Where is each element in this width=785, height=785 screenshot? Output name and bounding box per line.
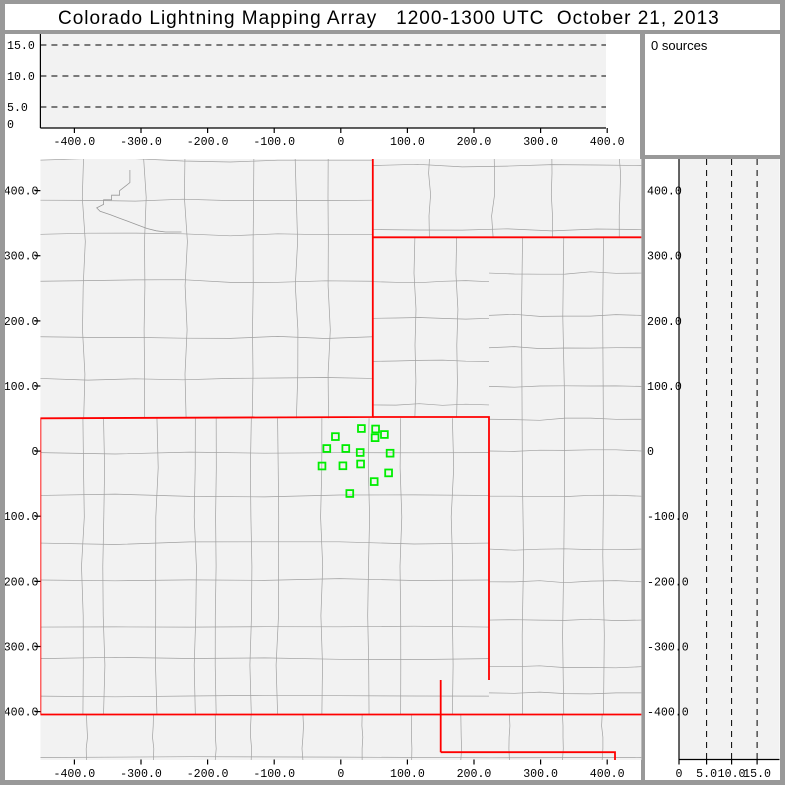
svg-text:-100.0: -100.0: [253, 136, 295, 149]
svg-text:10.0: 10.0: [7, 71, 35, 84]
svg-text:-300.0: -300.0: [120, 768, 162, 780]
svg-text:-200.0: -200.0: [5, 576, 39, 589]
svg-text:0: 0: [337, 768, 344, 780]
svg-text:-100.0: -100.0: [5, 511, 39, 524]
svg-text:0 sources: 0 sources: [651, 38, 708, 53]
svg-text:300.0: 300.0: [647, 251, 682, 264]
svg-text:100.0: 100.0: [5, 381, 39, 394]
svg-text:-400.0: -400.0: [54, 136, 96, 149]
svg-text:300.0: 300.0: [5, 251, 39, 264]
svg-text:400.0: 400.0: [590, 136, 625, 149]
svg-text:-100.0: -100.0: [253, 768, 295, 780]
svg-text:15.0: 15.0: [743, 768, 771, 780]
svg-text:0: 0: [647, 446, 654, 459]
svg-text:-300.0: -300.0: [5, 642, 39, 655]
svg-text:-300.0: -300.0: [120, 136, 162, 149]
svg-text:15.0: 15.0: [7, 40, 35, 53]
svg-text:200.0: 200.0: [5, 316, 39, 329]
svg-text:10.0: 10.0: [718, 768, 746, 780]
svg-text:100.0: 100.0: [390, 136, 425, 149]
svg-text:5.0: 5.0: [696, 768, 717, 780]
svg-text:400.0: 400.0: [647, 186, 682, 199]
svg-text:Colorado Lightning Mapping Arr: Colorado Lightning Mapping Array 1200-13…: [58, 8, 720, 29]
svg-text:-400.0: -400.0: [5, 707, 39, 720]
svg-text:300.0: 300.0: [523, 768, 558, 780]
svg-text:-300.0: -300.0: [647, 642, 689, 655]
svg-text:0: 0: [32, 446, 39, 459]
svg-text:200.0: 200.0: [457, 768, 492, 780]
svg-text:0: 0: [7, 119, 14, 132]
svg-text:-400.0: -400.0: [647, 707, 689, 720]
svg-text:-200.0: -200.0: [187, 768, 229, 780]
svg-text:-400.0: -400.0: [54, 768, 96, 780]
svg-text:400.0: 400.0: [590, 768, 625, 780]
svg-text:100.0: 100.0: [647, 381, 682, 394]
svg-text:-100.0: -100.0: [647, 511, 689, 524]
svg-text:0: 0: [337, 136, 344, 149]
svg-text:200.0: 200.0: [457, 136, 492, 149]
svg-text:-200.0: -200.0: [647, 576, 689, 589]
svg-text:100.0: 100.0: [390, 768, 425, 780]
svg-text:200.0: 200.0: [647, 316, 682, 329]
svg-text:0: 0: [676, 768, 683, 780]
svg-text:-200.0: -200.0: [187, 136, 229, 149]
svg-text:5.0: 5.0: [7, 102, 28, 115]
svg-text:400.0: 400.0: [5, 186, 39, 199]
svg-text:300.0: 300.0: [523, 136, 558, 149]
